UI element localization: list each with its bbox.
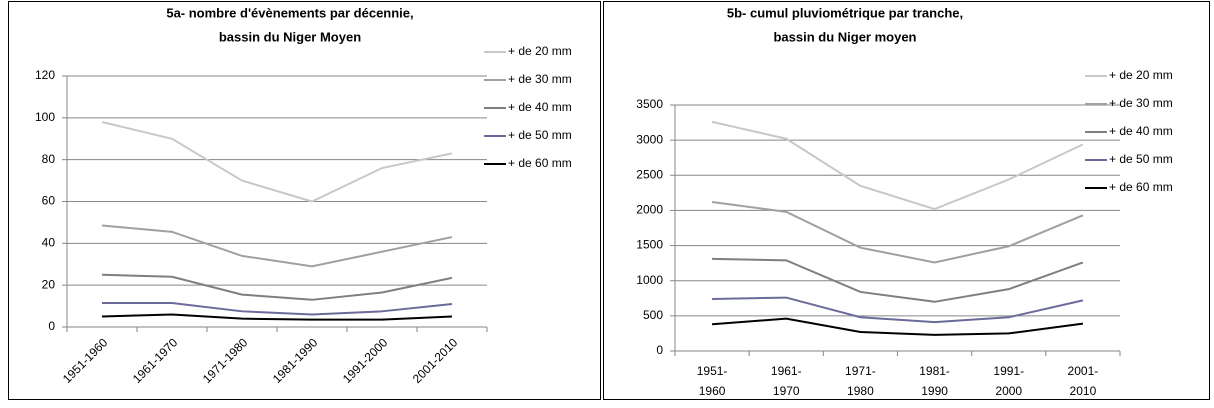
legend-label: + de 20 mm [508, 44, 572, 58]
x-tick-label: 1981-1990 [919, 364, 950, 398]
series-line [102, 301, 453, 316]
x-tick-label: 1991-2000 [993, 364, 1025, 398]
y-tick-label: 1000 [636, 273, 663, 287]
y-tick-label: 40 [42, 236, 56, 250]
chart-title: 5a- nombre d'évènements par décennie, [166, 5, 413, 20]
x-tick-label-box: 1991-2000 [993, 364, 1025, 398]
y-tick-label: 500 [643, 308, 663, 322]
x-tick-label: 2001-2010 [1067, 364, 1099, 398]
legend-label: + de 60 mm [508, 156, 572, 170]
y-tick-label: 0 [656, 343, 663, 357]
x-tick-label-box: 1951-1960 [696, 364, 728, 398]
x-tick-label-box: 1961-1970 [770, 364, 802, 398]
chart-title: bassin du Niger moyen [773, 29, 916, 44]
x-tick-label: 1971-1980 [200, 335, 251, 386]
legend-label: + de 40 mm [1109, 124, 1173, 138]
x-tick-label: 2001-2010 [410, 335, 461, 386]
legend-label: + de 60 mm [1109, 180, 1173, 194]
series-line [712, 257, 1084, 303]
y-tick-label: 100 [35, 110, 55, 124]
x-tick-label: 1971-1980 [845, 364, 876, 398]
x-tick-label: 1991-2000 [340, 335, 391, 386]
x-tick-label-box: 2001-2010 [1067, 364, 1099, 398]
x-tick-label-box: 1971-1980 [845, 364, 876, 398]
series-line [711, 201, 1084, 264]
x-tick-label: 1981-1990 [270, 335, 321, 386]
legend-label: + de 50 mm [508, 128, 572, 142]
x-tick-label: 1951-1960 [60, 335, 111, 386]
legend-label: + de 40 mm [508, 100, 572, 114]
y-tick-label: 60 [42, 194, 56, 208]
series-line [711, 120, 1084, 211]
x-tick-label: 1961-1970 [130, 335, 181, 386]
y-tick-label: 2000 [636, 203, 663, 217]
series-line [101, 273, 453, 301]
y-tick-label: 20 [42, 277, 56, 291]
y-tick-label: 120 [35, 68, 55, 82]
series-line [101, 121, 453, 203]
y-tick-label: 2500 [636, 167, 663, 181]
x-tick-label: 1961-1970 [770, 364, 802, 398]
series-line [101, 313, 453, 321]
chart-frame [603, 1, 1210, 400]
chart-title: 5b- cumul pluviométrique par tranche, [727, 5, 963, 20]
chart-frame [8, 1, 601, 400]
y-tick-label: 3000 [636, 132, 663, 146]
legend-label: + de 20 mm [1109, 68, 1173, 82]
legend-label: + de 30 mm [508, 72, 572, 86]
y-tick-label: 0 [48, 319, 55, 333]
chart-title: bassin du Niger Moyen [219, 29, 361, 44]
x-tick-label-box: 1981-1990 [919, 364, 950, 398]
y-tick-label: 3500 [636, 97, 663, 111]
legend-label: + de 30 mm [1109, 96, 1173, 110]
series-line [712, 296, 1084, 324]
y-tick-label: 1500 [636, 238, 663, 252]
x-tick-label: 1951-1960 [696, 364, 728, 398]
series-line [712, 317, 1084, 336]
y-tick-label: 80 [42, 152, 56, 166]
series-line [101, 224, 453, 268]
legend-label: + de 50 mm [1109, 152, 1173, 166]
